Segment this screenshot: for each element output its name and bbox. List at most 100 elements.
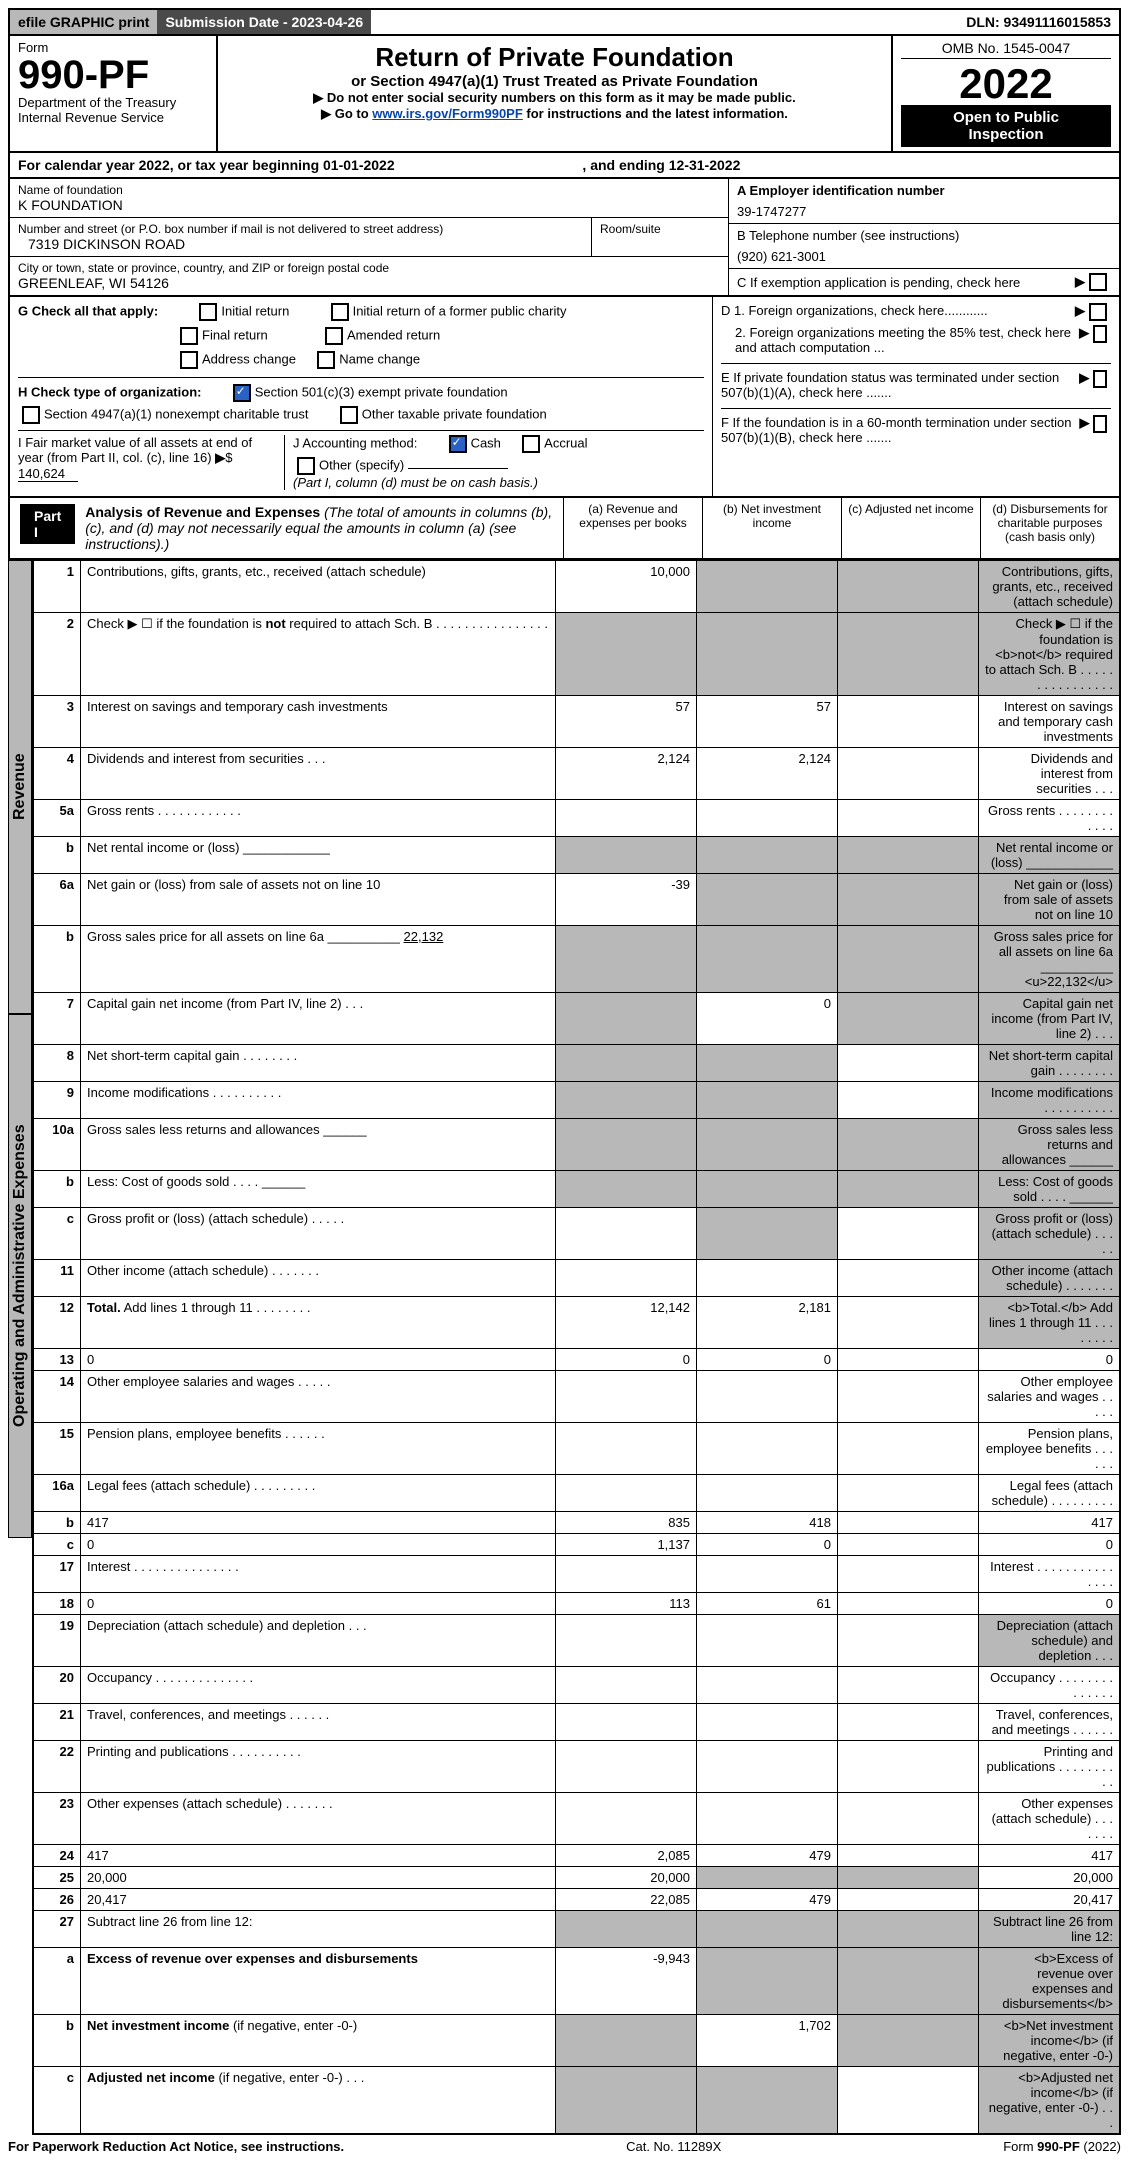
cell-a [556,837,697,874]
table-row: 244172,085479417 [33,1845,1120,1867]
table-row: 4Dividends and interest from securities … [33,748,1120,800]
cell-d: <b>Excess of revenue over expenses and d… [979,1948,1121,2015]
row-number: 4 [33,748,81,800]
street-label: Number and street (or P.O. box number if… [18,222,583,236]
cell-a: 2,085 [556,1845,697,1867]
accrual-checkbox[interactable] [522,435,540,453]
cell-c [838,1512,979,1534]
row-desc: 417 [81,1512,556,1534]
footer-right: Form 990-PF (2022) [1003,2139,1121,2154]
cell-d: 20,417 [979,1889,1121,1911]
cell-d: 0 [979,1593,1121,1615]
table-row: 2Check ▶ ☐ if the foundation is not requ… [33,613,1120,696]
cell-d: Other expenses (attach schedule) . . . .… [979,1793,1121,1845]
phone-value: (920) 621-3001 [737,243,1111,264]
row-desc: Contributions, gifts, grants, etc., rece… [81,561,556,613]
cell-c [838,1889,979,1911]
cell-a: 113 [556,1593,697,1615]
cell-b: 2,181 [697,1297,838,1349]
other-taxable-checkbox[interactable] [340,406,358,424]
table-row: cAdjusted net income (if negative, enter… [33,2067,1120,2135]
cell-a [556,1260,697,1297]
row-number: b [33,1171,81,1208]
row-desc: 0 [81,1534,556,1556]
initial-return-checkbox[interactable] [199,303,217,321]
table-row: 5aGross rents . . . . . . . . . . . .Gro… [33,800,1120,837]
table-row: cGross profit or (loss) (attach schedule… [33,1208,1120,1260]
row-desc: Capital gain net income (from Part IV, l… [81,993,556,1045]
cash-checkbox[interactable] [449,435,467,453]
cell-c [838,837,979,874]
501c3-checkbox[interactable] [233,384,251,402]
cell-b: 0 [697,1349,838,1371]
cell-c [838,696,979,748]
ein-label: A Employer identification number [737,183,1111,198]
cell-a [556,1119,697,1171]
row-number: b [33,926,81,993]
row-desc: Net gain or (loss) from sale of assets n… [81,874,556,926]
row-number: 10a [33,1119,81,1171]
amended-checkbox[interactable] [325,327,343,345]
analysis-table: 1Contributions, gifts, grants, etc., rec… [32,560,1121,2135]
table-row: 1Contributions, gifts, grants, etc., rec… [33,561,1120,613]
street-value: 7319 DICKINSON ROAD [18,236,583,252]
table-row: 180113610 [33,1593,1120,1615]
d2-checkbox[interactable] [1093,325,1107,343]
j-note: (Part I, column (d) must be on cash basi… [293,475,704,490]
revenue-side-label: Revenue [8,560,32,1014]
row-number: 18 [33,1593,81,1615]
table-row: 20Occupancy . . . . . . . . . . . . . .O… [33,1667,1120,1704]
row-number: 27 [33,1911,81,1948]
instr2-post: for instructions and the latest informat… [523,106,788,121]
cell-b [697,1208,838,1260]
row-desc: Dividends and interest from securities .… [81,748,556,800]
row-desc: Gross profit or (loss) (attach schedule)… [81,1208,556,1260]
ein-value: 39-1747277 [737,198,1111,219]
instr2-pre: ▶ Go to [321,106,372,121]
part1-bar: Part I [20,504,75,544]
row-number: 1 [33,561,81,613]
c-checkbox[interactable] [1089,273,1107,291]
cell-c [838,993,979,1045]
cell-c [838,1371,979,1423]
cell-c [838,1911,979,1948]
col-d-header: (d) Disbursements for charitable purpose… [980,498,1119,558]
table-row: c01,13700 [33,1534,1120,1556]
instr-2: ▶ Go to www.irs.gov/Form990PF for instru… [230,106,879,122]
row-desc: Net rental income or (loss) ____________ [81,837,556,874]
name-change-checkbox[interactable] [317,351,335,369]
final-return-checkbox[interactable] [180,327,198,345]
other-method-checkbox[interactable] [297,457,315,475]
g-label: G Check all that apply: [18,303,158,318]
cell-c [838,1297,979,1349]
irs-link[interactable]: www.irs.gov/Form990PF [372,106,523,121]
f-label: F If the foundation is in a 60-month ter… [721,415,1079,445]
address-change-checkbox[interactable] [180,351,198,369]
d2-label: 2. Foreign organizations meeting the 85%… [735,325,1079,355]
row-number: b [33,2015,81,2067]
cell-d: 417 [979,1845,1121,1867]
cell-d: <b>Net investment income</b> (if negativ… [979,2015,1121,2067]
cell-b [697,1667,838,1704]
row-desc: Depreciation (attach schedule) and deple… [81,1615,556,1667]
row-desc: 20,000 [81,1867,556,1889]
4947-checkbox[interactable] [22,406,40,424]
opt-address: Address change [202,351,296,366]
row-desc: Adjusted net income (if negative, enter … [81,2067,556,2135]
d1-checkbox[interactable] [1089,303,1107,321]
row-desc: Gross sales price for all assets on line… [81,926,556,993]
e-checkbox[interactable] [1093,370,1107,388]
opt-final: Final return [202,327,268,342]
f-checkbox[interactable] [1093,415,1107,433]
row-desc: Gross sales less returns and allowances … [81,1119,556,1171]
cell-c [838,1867,979,1889]
cell-b [697,837,838,874]
efile-label[interactable]: efile GRAPHIC print [10,10,157,34]
arrow-icon: ▶ [1075,274,1085,290]
initial-former-checkbox[interactable] [331,303,349,321]
table-row: 10aGross sales less returns and allowanc… [33,1119,1120,1171]
row-desc: 417 [81,1845,556,1867]
opt-name: Name change [339,351,420,366]
cell-a: 2,124 [556,748,697,800]
cell-c [838,800,979,837]
